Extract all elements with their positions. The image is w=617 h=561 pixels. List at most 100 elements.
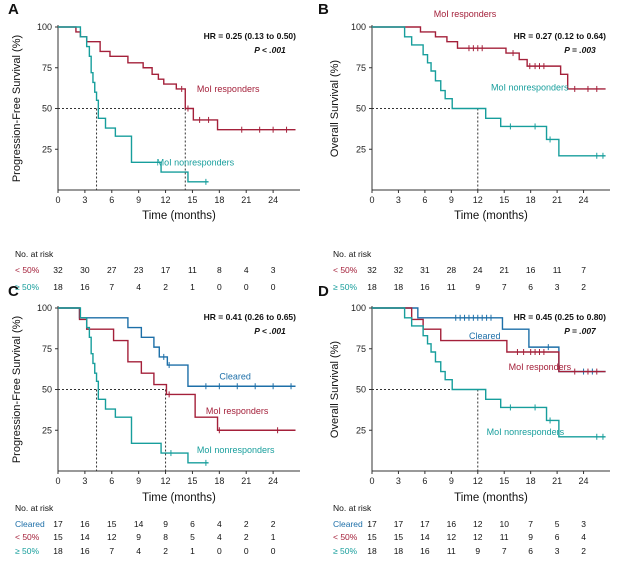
hr-annotation: HR = 0.45 (0.25 to 0.80) [514,312,607,322]
risk-value: 12 [447,532,457,542]
risk-value: 16 [447,519,457,529]
risk-value: 6 [528,546,533,556]
risk-value: 3 [271,265,276,275]
risk-value: 11 [188,265,197,275]
p-value-annotation: P = .003 [564,45,596,55]
risk-value: 4 [136,282,141,292]
risk-value: 0 [217,546,222,556]
risk-value: 15 [394,532,404,542]
series-label: Cleared [219,372,251,382]
risk-value: 6 [528,282,533,292]
series-moi-responders: MoI responders [372,9,606,92]
series-label: MoI nonresponders [197,445,275,455]
risk-value: 16 [80,519,90,529]
y-axis-label: Overall Survival (%) [329,60,341,157]
risk-value: 3 [581,519,586,529]
x-tick-label: 24 [268,476,278,486]
risk-value: 12 [473,519,483,529]
risk-value: 15 [107,519,117,529]
risk-value: 14 [80,532,90,542]
risk-row-label: ≥ 50% [333,546,357,556]
risk-value: 1 [190,546,195,556]
risk-value: 14 [420,532,430,542]
risk-value: 32 [367,265,377,275]
risk-value: 18 [394,546,404,556]
x-tick-label: 18 [214,476,224,486]
risk-table-title: No. at risk [333,249,372,259]
risk-value: 0 [244,546,249,556]
risk-value: 2 [271,519,276,529]
x-tick-label: 18 [526,476,536,486]
risk-value: 32 [394,265,404,275]
risk-value: 24 [473,265,483,275]
risk-value: 2 [581,282,586,292]
risk-value: 28 [447,265,457,275]
risk-value: 7 [502,282,507,292]
x-tick-label: 3 [82,195,87,205]
x-tick-label: 3 [82,476,87,486]
y-tick-label: 100 [351,22,366,32]
risk-value: 16 [420,546,430,556]
x-tick-label: 21 [552,195,562,205]
x-tick-label: 15 [499,195,509,205]
risk-value: 30 [80,265,90,275]
p-value-annotation: P < .001 [254,45,286,55]
risk-table: No. at risk< 50% 32 30 27 23 17 11 8 4 3≥ 50% 18 16… [15,249,276,292]
panel-label: C [8,283,19,300]
x-axis-label: Time (months) [142,210,216,222]
risk-value: 0 [244,282,249,292]
series-moi-nonresponders: MoI nonresponders [58,307,275,466]
p-value-annotation: P = .007 [564,326,597,336]
risk-value: 6 [555,532,560,542]
x-tick-label: 15 [187,195,197,205]
x-tick-label: 18 [214,195,224,205]
x-tick-label: 21 [552,476,562,486]
survival-curve [58,307,209,464]
risk-value: 4 [244,265,249,275]
risk-value: 11 [500,532,509,542]
risk-table-title: No. at risk [15,503,54,513]
risk-row-label: < 50% [333,265,358,275]
risk-value: 9 [475,546,480,556]
x-tick-label: 3 [396,476,401,486]
risk-value: 7 [109,282,114,292]
risk-row-label: ≥ 50% [333,282,357,292]
risk-value: 2 [581,546,586,556]
risk-value: 7 [528,519,533,529]
risk-value: 2 [244,519,249,529]
survival-curve [372,307,606,438]
y-tick-label: 75 [356,344,366,354]
risk-value: 16 [526,265,536,275]
y-tick-label: 50 [42,104,52,114]
hr-annotation: HR = 0.41 (0.26 to 0.65) [204,312,297,322]
x-tick-label: 9 [136,195,141,205]
risk-value: 17 [420,519,430,529]
y-tick-label: 25 [356,425,366,435]
risk-value: 6 [190,519,195,529]
risk-value: 11 [447,546,456,556]
risk-value: 17 [394,519,404,529]
risk-value: 17 [53,519,63,529]
risk-value: 15 [367,532,377,542]
risk-value: 17 [161,265,171,275]
y-axis-label: Progression-Free Survival (%) [11,316,23,463]
risk-value: 0 [271,546,276,556]
risk-value: 9 [528,532,533,542]
series-label: MoI responders [206,406,269,416]
risk-value: 12 [473,532,483,542]
x-tick-label: 0 [55,476,60,486]
risk-value: 7 [109,546,114,556]
x-tick-label: 18 [526,195,536,205]
risk-value: 3 [555,546,560,556]
x-tick-label: 9 [449,476,454,486]
x-tick-label: 24 [268,195,278,205]
y-tick-label: 25 [356,144,366,154]
y-tick-label: 25 [42,144,52,154]
risk-value: 11 [447,282,456,292]
risk-value: 2 [163,282,168,292]
series-label: MoI responders [197,84,260,94]
risk-value: 9 [475,282,480,292]
panel-label: A [8,1,19,18]
